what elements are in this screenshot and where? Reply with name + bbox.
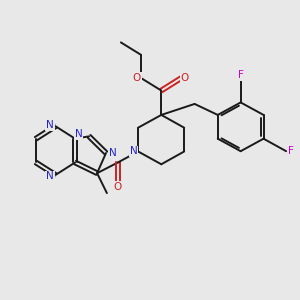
Text: O: O — [133, 73, 141, 83]
Text: O: O — [114, 182, 122, 192]
Text: O: O — [181, 73, 189, 83]
Text: N: N — [46, 120, 54, 130]
Text: N: N — [75, 129, 83, 139]
Text: N: N — [46, 172, 54, 182]
Text: F: F — [288, 146, 293, 156]
Text: F: F — [238, 70, 244, 80]
Text: N: N — [130, 146, 137, 157]
Text: N: N — [109, 148, 116, 158]
